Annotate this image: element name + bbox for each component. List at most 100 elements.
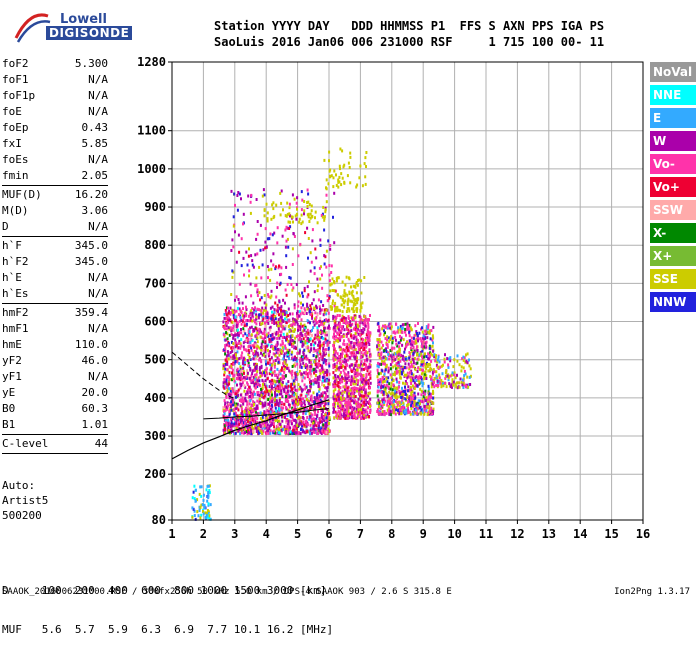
echo-point: [404, 410, 406, 413]
echo-point: [433, 381, 435, 384]
echo-point: [287, 246, 289, 249]
echo-point: [306, 430, 308, 433]
echo-point: [362, 338, 364, 341]
echo-point: [363, 328, 365, 331]
echo-point: [241, 323, 243, 326]
echo-point: [305, 395, 307, 398]
echo-point: [406, 343, 408, 346]
echo-point: [324, 360, 326, 363]
echo-point: [226, 327, 228, 330]
echo-point: [275, 347, 277, 350]
echo-point: [384, 363, 386, 366]
echo-point: [351, 416, 353, 419]
echo-point: [410, 407, 412, 410]
echo-point: [225, 359, 227, 362]
echo-point: [281, 340, 283, 343]
echo-point: [310, 343, 312, 346]
echo-point: [229, 413, 231, 416]
echo-point: [350, 334, 352, 337]
echo-point: [459, 363, 461, 366]
echo-point: [296, 352, 298, 355]
echo-point: [296, 315, 298, 318]
echo-point: [277, 325, 279, 328]
echo-point: [269, 385, 271, 388]
echo-point: [358, 408, 360, 411]
echo-point: [397, 326, 399, 329]
echo-point: [258, 391, 260, 394]
echo-point: [288, 403, 290, 406]
echo-point: [365, 342, 367, 345]
echo-point: [367, 326, 369, 329]
echo-point: [256, 365, 258, 368]
echo-point: [452, 384, 454, 387]
echo-point: [243, 257, 245, 260]
echo-point: [303, 353, 305, 356]
echo-point: [233, 316, 235, 319]
echo-point: [300, 302, 302, 305]
echo-point: [236, 295, 238, 298]
echo-point: [239, 193, 241, 196]
echo-point: [431, 413, 433, 416]
echo-point: [263, 371, 265, 374]
echo-point: [244, 397, 246, 400]
echo-point: [222, 320, 224, 323]
echo-point: [274, 395, 276, 398]
echo-point: [261, 394, 263, 397]
echo-point: [313, 391, 315, 394]
echo-point: [420, 412, 422, 415]
echo-point: [245, 295, 247, 298]
echo-point: [236, 194, 238, 197]
echo-point: [274, 362, 276, 365]
echo-point: [355, 332, 357, 335]
echo-point: [267, 322, 269, 325]
echo-point: [307, 193, 309, 196]
echo-point: [347, 371, 349, 374]
echo-point: [264, 374, 266, 377]
echo-point: [401, 344, 403, 347]
echo-point: [290, 415, 292, 418]
echo-point: [347, 325, 349, 328]
echo-point: [386, 384, 388, 387]
echo-point: [435, 370, 437, 373]
echo-point: [313, 425, 315, 428]
echo-point: [369, 348, 371, 351]
echo-point: [231, 387, 233, 390]
echo-point: [257, 233, 259, 236]
echo-point: [333, 241, 335, 244]
echo-point: [350, 383, 352, 386]
echo-point: [354, 316, 356, 319]
echo-point: [302, 362, 304, 365]
echo-point: [312, 379, 314, 382]
echo-point: [305, 346, 307, 349]
echo-point: [447, 375, 449, 378]
echo-point: [248, 269, 250, 272]
echo-point: [379, 378, 381, 381]
echo-point: [362, 321, 364, 324]
echo-point: [247, 420, 249, 423]
echo-point: [297, 373, 299, 376]
echo-point: [333, 376, 335, 379]
echo-point: [383, 356, 385, 359]
echo-point: [251, 314, 253, 317]
echo-point: [317, 410, 319, 413]
echo-point: [360, 318, 362, 321]
echo-point: [308, 349, 310, 352]
echo-point: [265, 348, 267, 351]
echo-point: [252, 369, 254, 372]
echo-point: [417, 385, 419, 388]
echo-point: [395, 343, 397, 346]
echo-point: [294, 306, 296, 309]
echo-point: [317, 331, 319, 334]
echo-point: [327, 239, 329, 242]
echo-point: [271, 321, 273, 324]
echo-point: [235, 316, 237, 319]
echo-point: [276, 282, 278, 285]
echo-point: [380, 372, 382, 375]
echo-point: [393, 379, 395, 382]
echo-point: [395, 323, 397, 326]
echo-point: [353, 345, 355, 348]
echo-point: [256, 400, 258, 403]
echo-point: [297, 254, 299, 257]
echo-point: [277, 310, 279, 313]
echo-point: [258, 328, 260, 331]
